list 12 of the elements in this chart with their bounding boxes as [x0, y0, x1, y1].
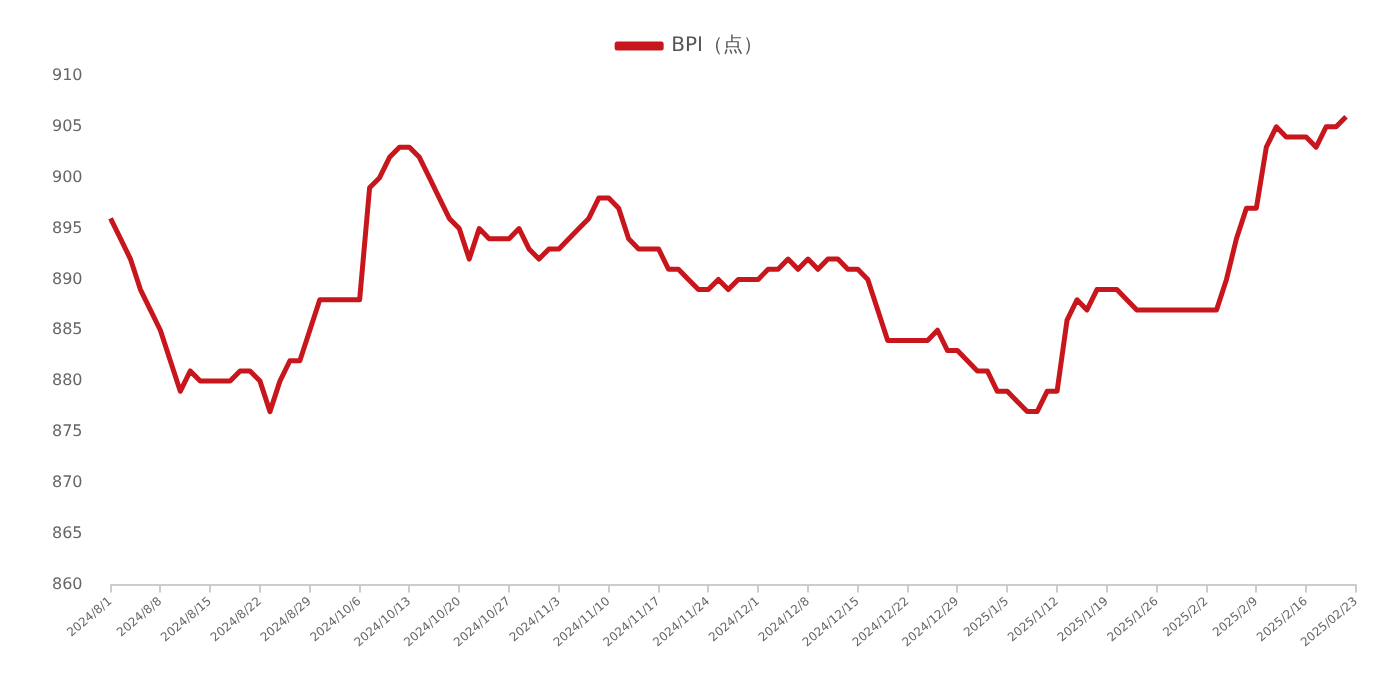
y-tick-label: 865 — [51, 523, 83, 542]
y-tick-label: 910 — [51, 66, 83, 85]
y-tick-label: 895 — [51, 218, 83, 237]
y-tick-label: 880 — [51, 371, 83, 390]
y-tick-label: 860 — [51, 574, 83, 593]
y-tick-label: 900 — [51, 167, 83, 186]
y-tick-label: 905 — [51, 117, 83, 136]
y-tick-label: 870 — [51, 472, 83, 491]
y-tick-label: 875 — [51, 422, 83, 441]
y-tick-label: 885 — [51, 320, 83, 339]
y-tick-label: 890 — [51, 269, 83, 288]
legend-label: BPI（点） — [671, 33, 763, 58]
